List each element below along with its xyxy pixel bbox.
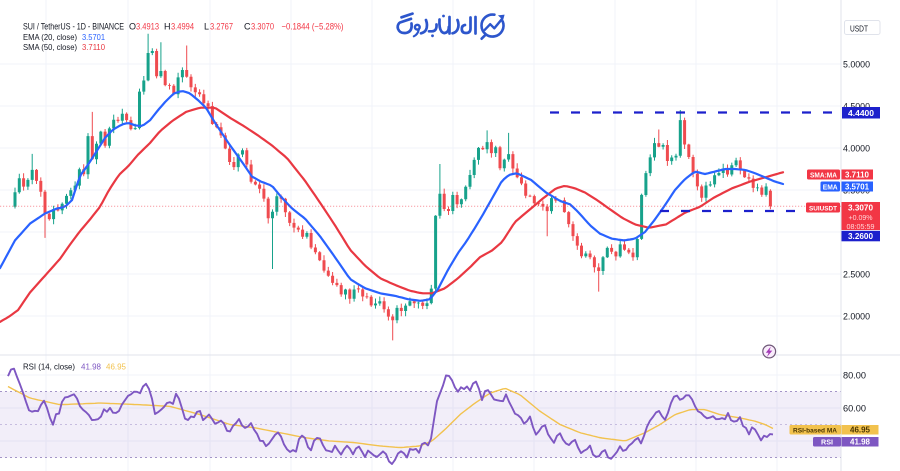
svg-text:3.4913: 3.4913 bbox=[136, 22, 159, 32]
svg-text:3.3070: 3.3070 bbox=[848, 203, 873, 213]
svg-text:SMA (50, close): SMA (50, close) bbox=[23, 42, 77, 52]
svg-text:+0.09%: +0.09% bbox=[849, 213, 873, 222]
svg-text:USDT: USDT bbox=[850, 24, 868, 34]
svg-text:3.7110: 3.7110 bbox=[845, 170, 870, 179]
svg-text:4.0000: 4.0000 bbox=[843, 143, 870, 154]
svg-text:80.00: 80.00 bbox=[843, 370, 866, 381]
svg-text:3.4994: 3.4994 bbox=[171, 22, 194, 32]
svg-text:4.5000: 4.5000 bbox=[843, 101, 870, 112]
svg-text:SUIUSDT: SUIUSDT bbox=[809, 205, 838, 212]
svg-text:3.2767: 3.2767 bbox=[210, 22, 233, 32]
svg-text:4.4400: 4.4400 bbox=[848, 108, 874, 118]
svg-text:EMA: EMA bbox=[823, 184, 838, 191]
svg-text:O: O bbox=[129, 22, 136, 32]
svg-text:−0.1844 (−5.28%): −0.1844 (−5.28%) bbox=[282, 22, 344, 32]
svg-text:46.95: 46.95 bbox=[106, 362, 126, 372]
svg-text:3.2600: 3.2600 bbox=[848, 231, 873, 241]
svg-text:3.7110: 3.7110 bbox=[82, 42, 105, 52]
svg-text:2.5000: 2.5000 bbox=[843, 269, 870, 280]
svg-text:3.5701: 3.5701 bbox=[82, 32, 105, 42]
svg-text:SUI / TetherUS - 1D - BINANCE: SUI / TetherUS - 1D - BINANCE bbox=[23, 22, 124, 32]
svg-text:L: L bbox=[204, 22, 209, 32]
svg-text:08:05:59: 08:05:59 bbox=[847, 222, 875, 231]
svg-text:EMA (20, close): EMA (20, close) bbox=[23, 32, 77, 42]
svg-text:41.98: 41.98 bbox=[81, 362, 101, 372]
svg-text:5.0000: 5.0000 bbox=[843, 59, 870, 70]
svg-text:60.00: 60.00 bbox=[843, 403, 866, 414]
svg-text:2.0000: 2.0000 bbox=[843, 311, 870, 322]
svg-text:SMA:MA: SMA:MA bbox=[810, 172, 837, 179]
svg-text:RSI (14, close): RSI (14, close) bbox=[23, 362, 75, 372]
svg-text:41.98: 41.98 bbox=[850, 437, 871, 446]
svg-text:RSI-based MA: RSI-based MA bbox=[793, 427, 837, 434]
svg-text:C: C bbox=[244, 22, 251, 32]
svg-text:H: H bbox=[164, 22, 171, 32]
svg-text:3.5701: 3.5701 bbox=[845, 182, 870, 191]
svg-text:3.3070: 3.3070 bbox=[251, 22, 274, 32]
svg-text:RSI: RSI bbox=[821, 439, 833, 446]
svg-text:46.95: 46.95 bbox=[850, 425, 871, 434]
